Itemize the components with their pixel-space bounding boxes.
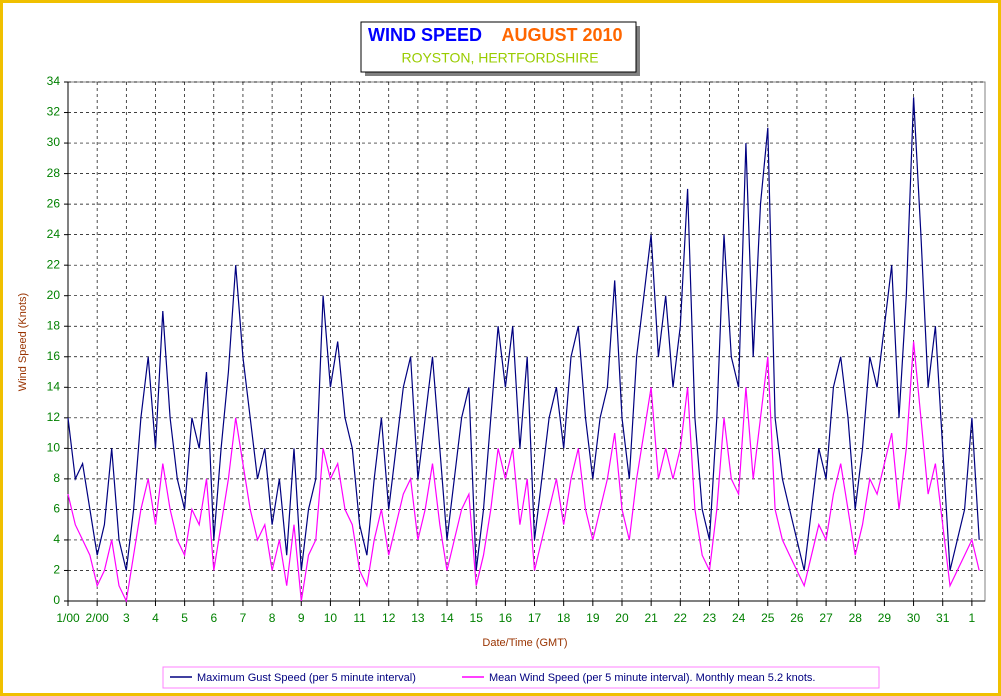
y-tick-label: 8	[53, 471, 60, 485]
x-tick-label: 19	[586, 611, 600, 625]
x-tick-label: 29	[878, 611, 892, 625]
y-tick-label: 30	[47, 135, 61, 149]
x-tick-label: 5	[181, 611, 188, 625]
chart-title: WIND SPEED	[368, 25, 482, 45]
series-line	[67, 97, 980, 571]
x-tick-label: 6	[210, 611, 217, 625]
y-tick-label: 12	[47, 410, 61, 424]
y-tick-label: 10	[47, 441, 61, 455]
x-tick-label: 25	[761, 611, 775, 625]
x-tick-label: 2/00	[85, 611, 109, 625]
y-tick-label: 14	[47, 379, 61, 393]
y-tick-label: 22	[47, 257, 61, 271]
x-tick-label: 9	[298, 611, 305, 625]
y-tick-label: 16	[47, 349, 61, 363]
x-tick-label: 8	[269, 611, 276, 625]
x-tick-label: 13	[411, 611, 425, 625]
x-tick-label: 21	[644, 611, 658, 625]
y-tick-label: 6	[53, 502, 60, 516]
x-tick-label: 10	[324, 611, 338, 625]
legend-label: Maximum Gust Speed (per 5 minute interva…	[197, 672, 416, 684]
x-tick-label: 15	[470, 611, 484, 625]
y-tick-label: 26	[47, 196, 61, 210]
x-tick-label: 27	[819, 611, 833, 625]
y-tick-label: 34	[47, 74, 61, 88]
x-tick-label: 23	[703, 611, 717, 625]
x-tick-label: 3	[123, 611, 130, 625]
chart-title-month: AUGUST 2010	[501, 25, 622, 45]
x-tick-label: 17	[528, 611, 542, 625]
y-tick-label: 2	[53, 563, 60, 577]
x-tick-label: 1/00	[56, 611, 80, 625]
y-tick-label: 0	[53, 593, 60, 607]
x-tick-label: 7	[240, 611, 247, 625]
x-tick-label: 4	[152, 611, 159, 625]
y-tick-label: 32	[47, 105, 61, 119]
series-line	[67, 341, 980, 603]
x-tick-label: 16	[499, 611, 513, 625]
legend-label: Mean Wind Speed (per 5 minute interval).…	[489, 672, 816, 684]
x-tick-label: 18	[557, 611, 571, 625]
x-tick-label: 28	[849, 611, 863, 625]
legend	[162, 666, 880, 689]
y-tick-label: 24	[47, 227, 61, 241]
x-axis-label: Date/Time (GMT)	[482, 637, 567, 649]
x-tick-label: 20	[615, 611, 629, 625]
y-tick-label: 4	[53, 532, 60, 546]
plot-area	[67, 81, 986, 602]
x-tick-label: 1	[969, 611, 976, 625]
x-tick-label: 22	[674, 611, 688, 625]
x-tick-label: 26	[790, 611, 804, 625]
y-tick-label: 28	[47, 166, 61, 180]
x-tick-label: 12	[382, 611, 396, 625]
y-tick-label: 20	[47, 288, 61, 302]
chart-subtitle: ROYSTON, HERTFORDSHIRE	[401, 50, 598, 66]
x-tick-label: 14	[440, 611, 454, 625]
x-tick-label: 24	[732, 611, 746, 625]
title-box	[360, 21, 637, 73]
x-tick-label: 31	[936, 611, 950, 625]
y-axis-label: Wind Speed (Knots)	[17, 293, 29, 391]
x-tick-label: 11	[353, 611, 366, 625]
y-tick-label: 18	[47, 318, 61, 332]
x-tick-label: 30	[907, 611, 921, 625]
